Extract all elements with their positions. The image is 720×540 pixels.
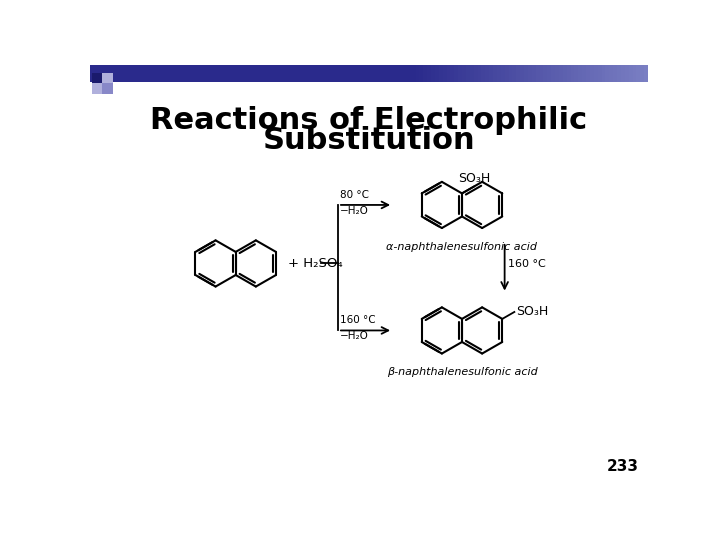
Text: −H₂O: −H₂O	[341, 206, 369, 215]
Bar	[609, 65, 613, 82]
Bar	[582, 65, 586, 82]
Bar	[586, 65, 590, 82]
Bar	[563, 65, 567, 82]
Bar	[446, 65, 451, 82]
Bar	[497, 65, 500, 82]
Bar	[524, 65, 528, 82]
Bar	[547, 65, 551, 82]
Bar	[474, 65, 477, 82]
Bar	[578, 65, 582, 82]
Bar	[590, 65, 594, 82]
Text: 160 °C: 160 °C	[341, 315, 376, 325]
Text: α-naphthalenesulfonic acid: α-naphthalenesulfonic acid	[387, 242, 538, 252]
Bar	[601, 65, 606, 82]
Bar	[438, 65, 443, 82]
Text: −H₂O: −H₂O	[341, 331, 369, 341]
Bar	[613, 65, 617, 82]
Bar	[528, 65, 532, 82]
Text: Reactions of Electrophilic: Reactions of Electrophilic	[150, 106, 588, 135]
Bar	[570, 65, 575, 82]
Bar	[431, 65, 435, 82]
Bar	[555, 65, 559, 82]
Bar	[640, 65, 644, 82]
Bar	[102, 72, 113, 83]
Bar	[532, 65, 536, 82]
Bar	[629, 65, 632, 82]
Bar	[443, 65, 446, 82]
Text: 233: 233	[607, 460, 639, 475]
Bar	[513, 65, 516, 82]
Bar	[500, 65, 505, 82]
Bar	[594, 65, 598, 82]
Bar	[625, 65, 629, 82]
Bar	[544, 65, 547, 82]
Bar	[477, 65, 482, 82]
Bar	[415, 65, 419, 82]
Bar	[516, 65, 520, 82]
Bar	[485, 65, 489, 82]
Bar	[419, 65, 423, 82]
Bar	[90, 65, 648, 82]
Bar	[451, 65, 454, 82]
Bar	[644, 65, 648, 82]
Bar	[539, 65, 544, 82]
Bar	[617, 65, 621, 82]
Bar	[508, 65, 513, 82]
Bar	[454, 65, 458, 82]
Bar	[606, 65, 609, 82]
Text: 160 °C: 160 °C	[508, 259, 546, 269]
Bar	[482, 65, 485, 82]
Text: SO₃H: SO₃H	[458, 172, 490, 185]
Text: β-naphthalenesulfonic acid: β-naphthalenesulfonic acid	[387, 367, 537, 377]
Bar	[435, 65, 438, 82]
Bar	[567, 65, 570, 82]
Bar	[632, 65, 636, 82]
Bar	[598, 65, 601, 82]
Bar	[423, 65, 427, 82]
Bar	[636, 65, 640, 82]
Text: + H₂SO₄: + H₂SO₄	[289, 257, 343, 270]
Bar	[91, 72, 102, 83]
Bar	[551, 65, 555, 82]
Bar	[427, 65, 431, 82]
Bar	[469, 65, 474, 82]
Bar	[575, 65, 578, 82]
Bar	[462, 65, 466, 82]
Text: SO₃H: SO₃H	[516, 306, 548, 319]
Bar	[458, 65, 462, 82]
Bar	[91, 83, 102, 94]
Bar	[466, 65, 469, 82]
Bar	[536, 65, 539, 82]
Bar	[102, 83, 113, 94]
Bar	[559, 65, 563, 82]
Text: 80 °C: 80 °C	[341, 190, 369, 200]
Bar	[493, 65, 497, 82]
Bar	[520, 65, 524, 82]
Bar	[505, 65, 508, 82]
Bar	[621, 65, 625, 82]
Text: Substitution: Substitution	[263, 126, 475, 155]
Bar	[489, 65, 493, 82]
